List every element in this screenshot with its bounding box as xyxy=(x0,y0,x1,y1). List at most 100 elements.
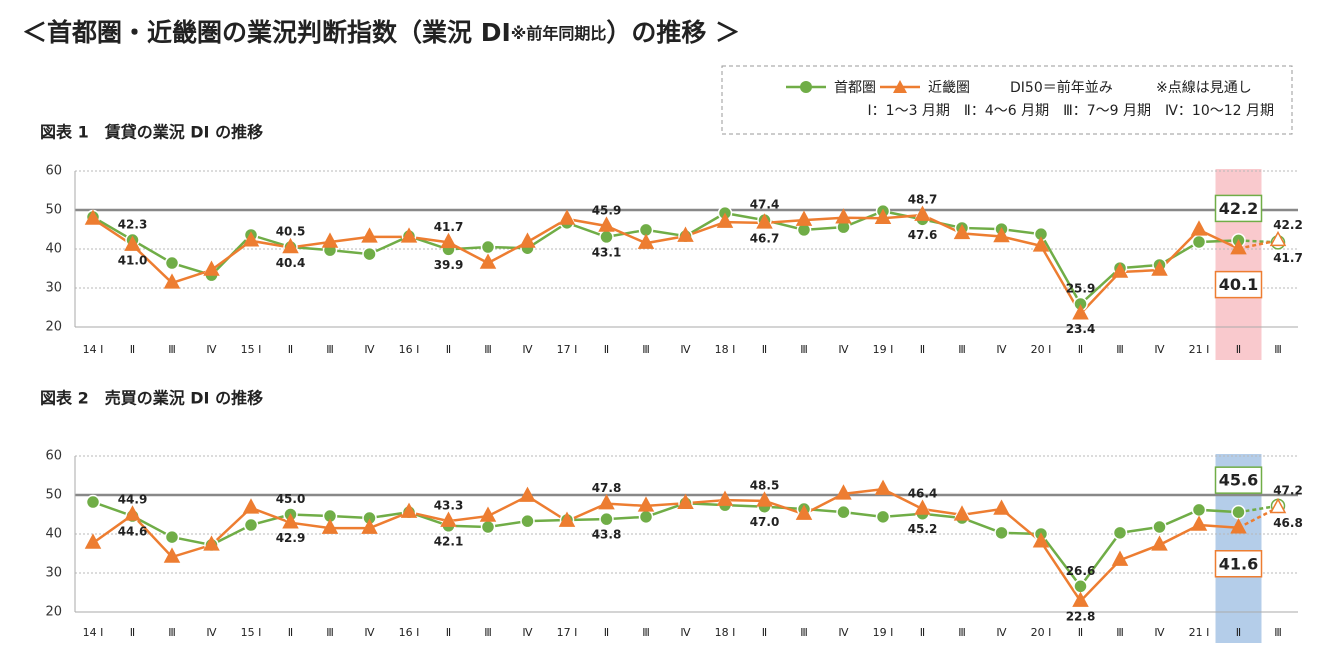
title-part: ※前年同期比 xyxy=(511,24,607,43)
marker xyxy=(1151,535,1168,551)
value-label: 43.1 xyxy=(592,245,622,259)
highlight-value-label: 45.6 xyxy=(1219,471,1258,490)
y-tick-label: 60 xyxy=(45,164,62,179)
marker xyxy=(163,273,181,289)
x-tick-label: 17 Ⅰ xyxy=(557,343,578,356)
marker xyxy=(164,529,180,545)
marker xyxy=(874,479,892,495)
x-tick-label: Ⅱ xyxy=(920,626,925,639)
marker xyxy=(519,486,536,502)
x-tick-label: Ⅳ xyxy=(364,343,375,356)
x-tick-label: 18 Ⅰ xyxy=(715,343,736,356)
value-label: 41.0 xyxy=(118,254,148,268)
x-tick-label: Ⅱ xyxy=(1236,343,1241,356)
value-label: 40.4 xyxy=(276,256,306,270)
x-tick-label: Ⅱ xyxy=(604,626,609,639)
value-label: 45.9 xyxy=(592,203,622,217)
marker xyxy=(164,255,180,271)
marker xyxy=(1191,234,1207,250)
marker xyxy=(993,226,1010,243)
x-tick-label: Ⅲ xyxy=(958,343,966,356)
marker xyxy=(1152,519,1167,535)
marker xyxy=(599,229,614,245)
value-label: 40.5 xyxy=(276,225,306,239)
x-tick-label: Ⅱ xyxy=(446,626,451,639)
marker xyxy=(1151,260,1168,276)
marker xyxy=(440,511,457,527)
marker xyxy=(756,491,773,507)
x-tick-label: Ⅳ xyxy=(996,626,1007,639)
x-tick-label: Ⅱ xyxy=(446,343,451,356)
marker xyxy=(1269,497,1287,514)
y-tick-label: 20 xyxy=(45,605,62,620)
marker xyxy=(1231,504,1246,520)
y-tick-label: 30 xyxy=(45,566,62,581)
marker xyxy=(321,518,339,534)
x-tick-label: 20 Ⅰ xyxy=(1031,343,1052,356)
marker xyxy=(479,253,497,269)
value-label: 46.8 xyxy=(1273,516,1303,530)
x-tick-label: Ⅳ xyxy=(522,343,533,356)
x-tick-label: 14 Ⅰ xyxy=(83,626,104,639)
marker xyxy=(440,232,457,249)
highlight-label-box xyxy=(1214,270,1263,299)
marker xyxy=(637,233,655,249)
marker xyxy=(1191,502,1207,518)
marker xyxy=(1190,220,1208,236)
value-label: 47.6 xyxy=(908,228,938,242)
marker xyxy=(874,208,892,224)
highlight-label-box xyxy=(1214,194,1263,223)
marker xyxy=(519,232,536,248)
page-title: ＜首都圏・近畿圏の業況判断指数（業況 DI※前年同期比）の推移 ＞ xyxy=(22,18,740,47)
value-label: 39.9 xyxy=(434,258,464,272)
marker xyxy=(520,513,535,529)
x-tick-label: Ⅱ xyxy=(604,343,609,356)
marker xyxy=(282,513,299,529)
value-label: 48.5 xyxy=(750,478,780,492)
value-label: 41.7 xyxy=(434,220,464,234)
value-label: 48.7 xyxy=(908,193,938,207)
x-tick-label: 19 Ⅰ xyxy=(873,343,894,356)
marker xyxy=(163,547,181,563)
x-tick-label: Ⅱ xyxy=(1078,626,1083,639)
marker xyxy=(361,518,378,534)
x-tick-label: Ⅳ xyxy=(838,343,849,356)
title-part: ）の推移 ＞ xyxy=(606,18,740,47)
legend-label: 近畿圏 xyxy=(928,80,970,96)
x-tick-label: Ⅲ xyxy=(326,343,334,356)
marker xyxy=(993,499,1010,515)
x-tick-label: 21 Ⅰ xyxy=(1189,343,1210,356)
x-tick-label: Ⅳ xyxy=(680,343,691,356)
marker xyxy=(835,484,852,500)
y-tick-label: 40 xyxy=(45,242,62,257)
highlight-label-box xyxy=(1214,550,1263,578)
value-label: 43.3 xyxy=(434,499,464,513)
x-tick-label: Ⅲ xyxy=(168,343,176,356)
x-tick-label: Ⅲ xyxy=(642,626,650,639)
x-tick-label: Ⅱ xyxy=(1236,626,1241,639)
marker xyxy=(243,517,259,533)
y-tick-label: 30 xyxy=(45,281,62,296)
legend-note: Ⅰ：1〜3 月期 Ⅱ：4〜6 月期 Ⅲ：7〜9 月期 Ⅳ：10〜12 月期 xyxy=(868,103,1274,119)
marker xyxy=(124,235,141,251)
value-label: 44.9 xyxy=(118,492,148,506)
marker xyxy=(480,519,496,535)
marker xyxy=(1112,525,1128,541)
x-tick-label: Ⅲ xyxy=(484,343,492,356)
marker xyxy=(1111,550,1129,566)
x-tick-label: 15 Ⅰ xyxy=(241,626,262,639)
y-tick-label: 60 xyxy=(45,449,62,464)
x-tick-label: Ⅲ xyxy=(642,343,650,356)
x-tick-label: 16 Ⅰ xyxy=(399,343,420,356)
legend: 首都圏 近畿圏 DI50＝前年並み ※点線は見通し Ⅰ：1〜3 月期 Ⅱ：4〜6… xyxy=(786,79,1274,119)
marker xyxy=(1190,515,1208,531)
value-label: 45.0 xyxy=(276,492,306,506)
highlight-value-label: 40.1 xyxy=(1219,275,1258,294)
x-tick-label: Ⅲ xyxy=(326,626,334,639)
marker xyxy=(203,535,220,551)
x-tick-label: Ⅲ xyxy=(800,626,808,639)
value-label: 41.7 xyxy=(1273,251,1303,265)
value-label: 42.1 xyxy=(434,534,464,548)
value-label: 47.0 xyxy=(750,515,780,529)
chart-title: 図表 2 売買の業況 DI の推移 xyxy=(40,389,263,408)
